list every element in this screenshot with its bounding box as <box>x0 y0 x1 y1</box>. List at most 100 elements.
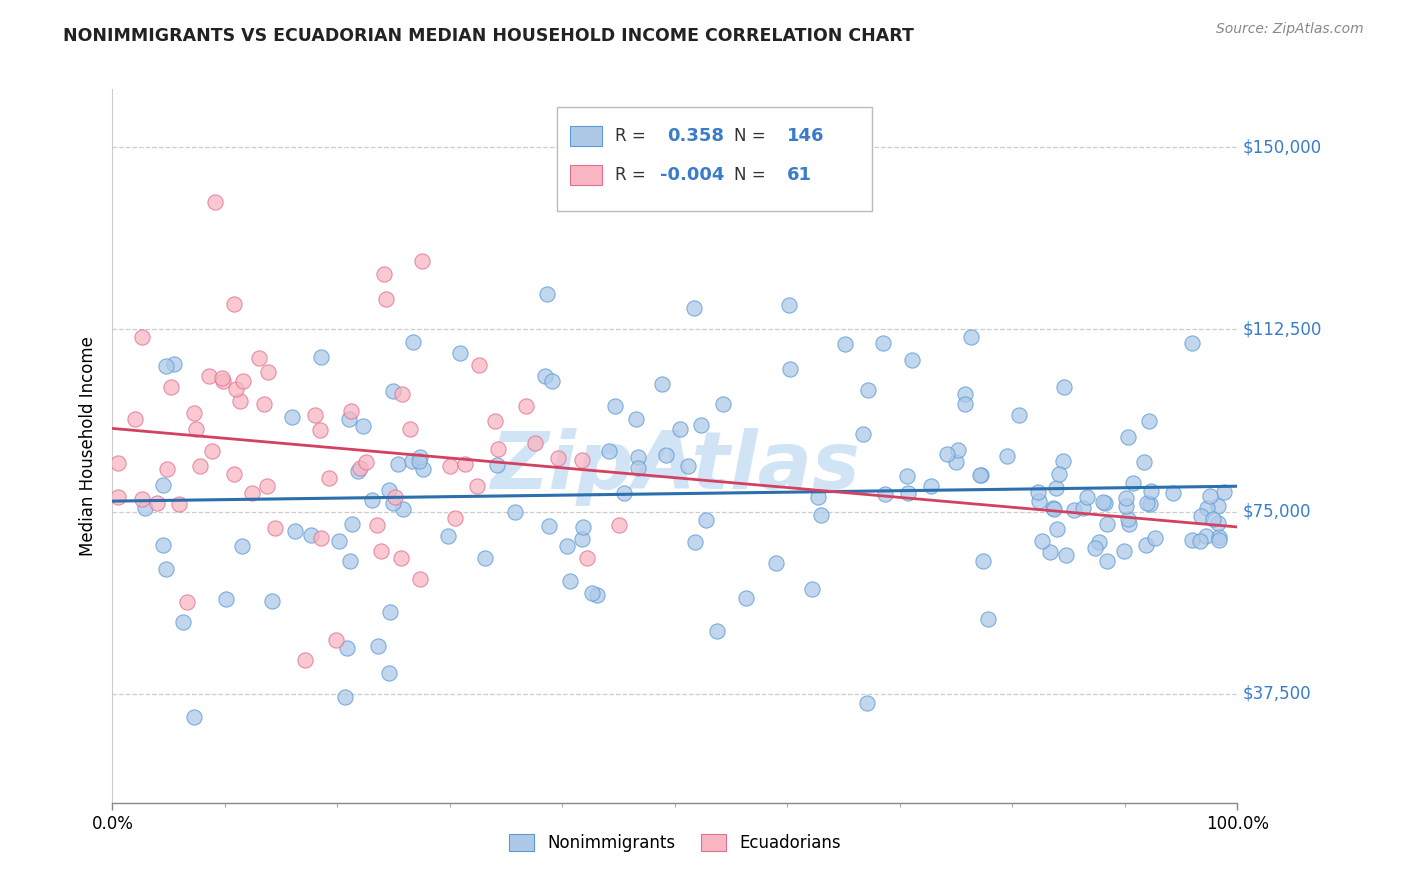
Point <box>945 454 967 468</box>
Text: Source: ZipAtlas.com: Source: ZipAtlas.com <box>1216 22 1364 37</box>
Point <box>1122 475 1144 490</box>
Point <box>810 508 832 522</box>
Point <box>439 458 461 473</box>
Point <box>995 450 1018 464</box>
Point <box>156 462 179 476</box>
Point <box>256 479 278 493</box>
Point <box>1094 495 1116 509</box>
Point <box>627 460 650 475</box>
Point <box>304 409 326 423</box>
Text: 0.358: 0.358 <box>666 127 724 145</box>
Point <box>946 442 969 457</box>
Point <box>627 450 650 464</box>
Point <box>176 595 198 609</box>
Point <box>1144 532 1167 546</box>
Point <box>349 461 371 475</box>
Point <box>229 394 252 409</box>
Point <box>197 368 219 383</box>
Point <box>960 330 983 344</box>
Point <box>1135 495 1157 509</box>
Point <box>852 426 875 441</box>
Point <box>131 491 153 506</box>
Point <box>1031 534 1053 549</box>
Point <box>1039 545 1062 559</box>
Point <box>900 353 922 368</box>
Point <box>131 329 153 343</box>
Point <box>411 253 433 268</box>
Point <box>401 454 423 468</box>
Point <box>183 710 205 724</box>
Point <box>1118 516 1140 531</box>
Point <box>1042 500 1064 515</box>
Point <box>682 301 704 316</box>
Point <box>262 594 284 608</box>
Point <box>360 493 382 508</box>
Point <box>1195 529 1218 543</box>
Point <box>607 518 630 533</box>
Point <box>124 411 146 425</box>
Point <box>325 633 347 648</box>
Point <box>676 458 699 473</box>
Point <box>211 370 233 384</box>
Point <box>801 582 824 596</box>
Point <box>378 605 401 619</box>
Point <box>183 406 205 420</box>
Point <box>367 639 389 653</box>
Point <box>1139 497 1161 511</box>
Point <box>503 505 526 519</box>
Point <box>555 539 578 553</box>
Point <box>1135 538 1157 552</box>
Point <box>328 533 350 548</box>
Point <box>1046 522 1069 536</box>
Point <box>873 487 896 501</box>
Point <box>856 384 879 398</box>
Point <box>1206 516 1229 530</box>
Text: N =: N = <box>734 166 772 184</box>
Point <box>969 467 991 482</box>
Point <box>1208 530 1230 544</box>
Point <box>534 369 557 384</box>
Point <box>412 462 434 476</box>
Point <box>1115 500 1137 514</box>
Point <box>399 422 422 436</box>
Point <box>689 418 711 433</box>
Point <box>571 453 593 467</box>
Point <box>1053 380 1076 394</box>
Point <box>134 500 156 515</box>
Point <box>735 591 758 605</box>
Point <box>706 624 728 638</box>
Point <box>155 562 177 576</box>
Point <box>152 538 174 552</box>
Point <box>537 519 560 533</box>
Point <box>1163 486 1185 500</box>
Point <box>1189 508 1212 523</box>
Point <box>1133 455 1156 469</box>
Point <box>387 458 409 472</box>
Point <box>655 448 678 462</box>
Point <box>353 419 375 434</box>
Point <box>382 496 405 510</box>
Point <box>186 422 208 436</box>
Point <box>1073 500 1095 515</box>
Point <box>449 346 471 360</box>
Point <box>515 399 537 413</box>
Point <box>190 459 212 474</box>
Point <box>598 443 620 458</box>
Point <box>1137 414 1160 428</box>
Point <box>1097 517 1119 532</box>
Point <box>1049 467 1071 481</box>
Point <box>856 696 879 710</box>
Point <box>1076 490 1098 504</box>
Point <box>340 517 363 532</box>
Point <box>486 442 509 457</box>
Point <box>107 490 129 504</box>
FancyBboxPatch shape <box>571 126 602 145</box>
Point <box>311 350 333 364</box>
Point <box>225 382 247 396</box>
Point <box>1202 511 1225 525</box>
Point <box>375 293 398 307</box>
Point <box>972 554 994 568</box>
Point <box>1208 533 1230 548</box>
Point <box>897 486 920 500</box>
FancyBboxPatch shape <box>557 107 872 211</box>
